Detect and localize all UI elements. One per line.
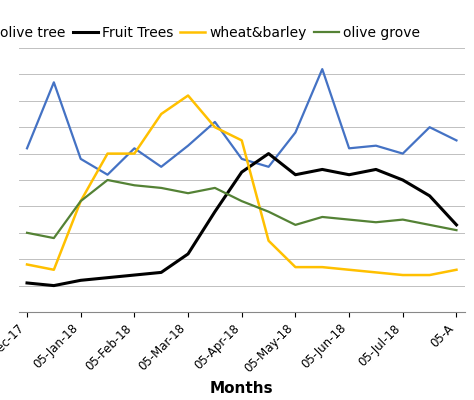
olive grove <box>131 183 137 188</box>
wheat&barley <box>373 270 379 275</box>
Fruit Trees <box>239 170 245 174</box>
Line: wheat&barley: wheat&barley <box>27 96 456 275</box>
Line: olive grove: olive grove <box>27 180 456 238</box>
olive grove <box>427 222 432 227</box>
wheat&barley <box>105 151 110 156</box>
olive grove <box>239 199 245 204</box>
olive tree <box>239 156 245 161</box>
Fruit Trees <box>131 273 137 278</box>
Line: olive tree: olive tree <box>27 69 456 175</box>
Fruit Trees <box>400 178 406 182</box>
olive tree <box>185 143 191 148</box>
olive tree <box>400 151 406 156</box>
X-axis label: Months: Months <box>210 381 273 396</box>
Fruit Trees <box>454 222 459 227</box>
Line: Fruit Trees: Fruit Trees <box>27 154 456 286</box>
olive grove <box>454 228 459 232</box>
wheat&barley <box>185 93 191 98</box>
Fruit Trees <box>292 172 298 177</box>
wheat&barley <box>212 125 218 130</box>
Fruit Trees <box>319 167 325 172</box>
Fruit Trees <box>24 280 30 285</box>
Fruit Trees <box>266 151 272 156</box>
Fruit Trees <box>212 209 218 214</box>
wheat&barley <box>131 151 137 156</box>
olive grove <box>346 217 352 222</box>
wheat&barley <box>266 238 272 243</box>
olive tree <box>319 67 325 72</box>
olive grove <box>51 236 57 240</box>
olive tree <box>158 164 164 169</box>
olive grove <box>319 214 325 219</box>
wheat&barley <box>346 267 352 272</box>
olive tree <box>373 143 379 148</box>
Fruit Trees <box>51 283 57 288</box>
Fruit Trees <box>158 270 164 275</box>
wheat&barley <box>292 265 298 270</box>
olive grove <box>24 230 30 235</box>
wheat&barley <box>239 138 245 143</box>
wheat&barley <box>78 199 83 204</box>
olive tree <box>266 164 272 169</box>
Fruit Trees <box>373 167 379 172</box>
olive grove <box>266 209 272 214</box>
olive grove <box>185 191 191 196</box>
Fruit Trees <box>78 278 83 283</box>
olive tree <box>131 146 137 151</box>
wheat&barley <box>158 112 164 116</box>
Fruit Trees <box>185 252 191 256</box>
Fruit Trees <box>346 172 352 177</box>
olive grove <box>373 220 379 225</box>
olive tree <box>346 146 352 151</box>
olive tree <box>292 130 298 135</box>
wheat&barley <box>454 267 459 272</box>
olive grove <box>158 186 164 190</box>
olive tree <box>454 138 459 143</box>
wheat&barley <box>400 273 406 278</box>
olive tree <box>212 120 218 124</box>
Legend: olive tree, Fruit Trees, wheat&barley, olive grove: olive tree, Fruit Trees, wheat&barley, o… <box>0 20 425 45</box>
olive grove <box>78 199 83 204</box>
olive tree <box>78 156 83 161</box>
olive tree <box>427 125 432 130</box>
Fruit Trees <box>105 275 110 280</box>
olive grove <box>292 222 298 227</box>
olive grove <box>212 186 218 190</box>
wheat&barley <box>24 262 30 267</box>
Fruit Trees <box>427 194 432 198</box>
olive grove <box>400 217 406 222</box>
olive tree <box>24 146 30 151</box>
olive tree <box>105 172 110 177</box>
wheat&barley <box>319 265 325 270</box>
wheat&barley <box>51 267 57 272</box>
olive tree <box>51 80 57 85</box>
wheat&barley <box>427 273 432 278</box>
olive grove <box>105 178 110 182</box>
